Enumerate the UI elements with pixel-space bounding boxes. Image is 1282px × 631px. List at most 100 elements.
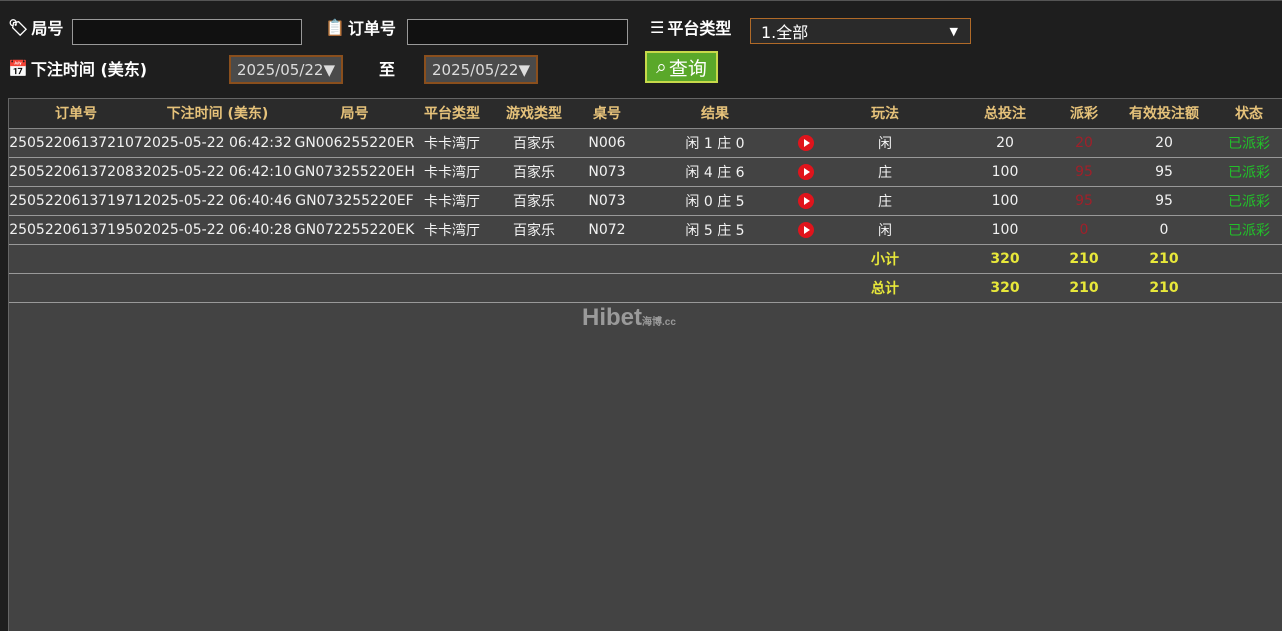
column-header: 平台类型 bbox=[417, 99, 487, 129]
search-icon: ⌕ bbox=[656, 56, 667, 78]
table-cell: N073 bbox=[581, 186, 633, 216]
table-cell: 95 bbox=[1055, 157, 1113, 187]
table-cell: N073 bbox=[581, 157, 633, 187]
tag-icon: 🏷 bbox=[8, 17, 29, 37]
table-cell: 250522061371971 bbox=[9, 186, 143, 216]
orders-table: 订单号 下注时间 (美东) 局号 平台类型 游戏类型 桌号 结果 玩法 总投注 派彩 有效投注额 状态… bbox=[9, 99, 1282, 303]
orders-table-container: 订单号 下注时间 (美东) 局号 平台类型 游戏类型 桌号 结果 玩法 总投注 派彩 有效投注额 状态… bbox=[8, 98, 1282, 631]
table-cell: 95 bbox=[1055, 186, 1113, 216]
empty-cell bbox=[581, 273, 633, 303]
column-header: 订单号 bbox=[9, 99, 143, 129]
empty-cell bbox=[633, 273, 797, 303]
table-cell: 百家乐 bbox=[487, 128, 581, 158]
table-cell: 20 bbox=[1055, 128, 1113, 158]
empty-cell bbox=[1215, 244, 1282, 274]
table-cell: 250522061371950 bbox=[9, 215, 143, 245]
table-cell: 庄 bbox=[815, 186, 955, 216]
table-header: 订单号 下注时间 (美东) 局号 平台类型 游戏类型 桌号 结果 玩法 总投注 派彩 有效投注额 状态 bbox=[9, 99, 1282, 129]
table-cell: 闲 1 庄 0 bbox=[633, 128, 797, 158]
empty-cell bbox=[417, 273, 487, 303]
empty-cell bbox=[9, 273, 143, 303]
round-label: 🏷 局号 bbox=[8, 17, 64, 39]
table-cell: GN073255220EH bbox=[292, 157, 417, 187]
table-cell: GN072255220EK bbox=[292, 215, 417, 245]
play-video-icon[interactable] bbox=[797, 186, 815, 216]
play-video-icon[interactable] bbox=[797, 157, 815, 187]
table-cell: 0 bbox=[1113, 215, 1215, 245]
clipboard-icon: 📋 bbox=[325, 17, 345, 37]
column-header: 总投注 bbox=[955, 99, 1055, 129]
table-cell: 闲 bbox=[815, 215, 955, 245]
subtotal-valid-bet: 210 bbox=[1113, 244, 1215, 274]
time-label: 📅 下注时间 (美东) bbox=[8, 58, 148, 80]
table-cell: 闲 bbox=[815, 128, 955, 158]
table-cell: 250522061372083 bbox=[9, 157, 143, 187]
table-row: 250522061372107 2025-05-22 06:42:32 GN0062… bbox=[9, 128, 1282, 158]
table-cell: 百家乐 bbox=[487, 215, 581, 245]
table-cell: 100 bbox=[955, 157, 1055, 187]
table-cell: 已派彩 bbox=[1215, 157, 1282, 187]
empty-cell bbox=[417, 244, 487, 274]
date-from-picker[interactable]: 2025/05/22▼ bbox=[229, 55, 343, 84]
total-valid-bet: 210 bbox=[1113, 273, 1215, 303]
calendar-icon: 📅 bbox=[8, 58, 28, 78]
table-row: 250522061371971 2025-05-22 06:40:46 GN0732… bbox=[9, 186, 1282, 216]
table-cell: 卡卡湾厅 bbox=[417, 186, 487, 216]
table-cell: N006 bbox=[581, 128, 633, 158]
order-label: 📋 订单号 bbox=[325, 17, 396, 39]
play-video-icon[interactable] bbox=[797, 128, 815, 158]
column-header: 下注时间 (美东) bbox=[143, 99, 292, 129]
column-header: 派彩 bbox=[1055, 99, 1113, 129]
query-button[interactable]: ⌕ 查询 bbox=[645, 51, 718, 83]
column-header: 状态 bbox=[1215, 99, 1282, 129]
play-video-icon[interactable] bbox=[797, 215, 815, 245]
table-cell: GN006255220ER bbox=[292, 128, 417, 158]
table-cell: 2025-05-22 06:42:32 bbox=[143, 128, 292, 158]
order-input[interactable] bbox=[407, 19, 628, 45]
total-payout: 210 bbox=[1055, 273, 1113, 303]
column-header: 有效投注额 bbox=[1113, 99, 1215, 129]
empty-cell bbox=[487, 244, 581, 274]
table-cell: 百家乐 bbox=[487, 186, 581, 216]
table-cell: 2025-05-22 06:42:10 bbox=[143, 157, 292, 187]
table-cell: 闲 5 庄 5 bbox=[633, 215, 797, 245]
play-icon[interactable] bbox=[798, 192, 814, 209]
round-input[interactable] bbox=[72, 19, 302, 45]
table-cell: 0 bbox=[1055, 215, 1113, 245]
table-cell: 已派彩 bbox=[1215, 128, 1282, 158]
platform-select[interactable]: 1.全部 ▼ bbox=[750, 18, 971, 44]
column-header bbox=[797, 99, 815, 129]
date-to-picker[interactable]: 2025/05/22▼ bbox=[424, 55, 538, 84]
table-cell: 2025-05-22 06:40:28 bbox=[143, 215, 292, 245]
platform-selected: 1.全部 bbox=[761, 23, 809, 42]
empty-cell bbox=[1215, 273, 1282, 303]
total-row: 总计 320 210 210 bbox=[9, 273, 1282, 303]
table-cell: 2025-05-22 06:40:46 bbox=[143, 186, 292, 216]
total-total-bet: 320 bbox=[955, 273, 1055, 303]
table-cell: 百家乐 bbox=[487, 157, 581, 187]
empty-cell bbox=[581, 244, 633, 274]
empty-cell bbox=[487, 273, 581, 303]
play-icon[interactable] bbox=[798, 134, 814, 151]
column-header: 玩法 bbox=[815, 99, 955, 129]
table-cell: 庄 bbox=[815, 157, 955, 187]
table-cell: 闲 0 庄 5 bbox=[633, 186, 797, 216]
play-icon[interactable] bbox=[798, 163, 814, 180]
play-icon[interactable] bbox=[798, 221, 814, 238]
total-label: 总计 bbox=[815, 273, 955, 303]
table-row: 250522061371950 2025-05-22 06:40:28 GN0722… bbox=[9, 215, 1282, 245]
table-cell: 20 bbox=[1113, 128, 1215, 158]
column-header: 结果 bbox=[633, 99, 797, 129]
list-icon: ☰ bbox=[650, 17, 665, 37]
column-header: 局号 bbox=[292, 99, 417, 129]
empty-cell bbox=[143, 244, 292, 274]
table-cell: 250522061372107 bbox=[9, 128, 143, 158]
empty-cell bbox=[797, 244, 815, 274]
empty-cell bbox=[143, 273, 292, 303]
table-row: 250522061372083 2025-05-22 06:42:10 GN0732… bbox=[9, 157, 1282, 187]
table-cell: 卡卡湾厅 bbox=[417, 128, 487, 158]
to-label: 至 bbox=[379, 60, 396, 79]
table-cell: 闲 4 庄 6 bbox=[633, 157, 797, 187]
table-cell: 卡卡湾厅 bbox=[417, 157, 487, 187]
subtotal-total-bet: 320 bbox=[955, 244, 1055, 274]
